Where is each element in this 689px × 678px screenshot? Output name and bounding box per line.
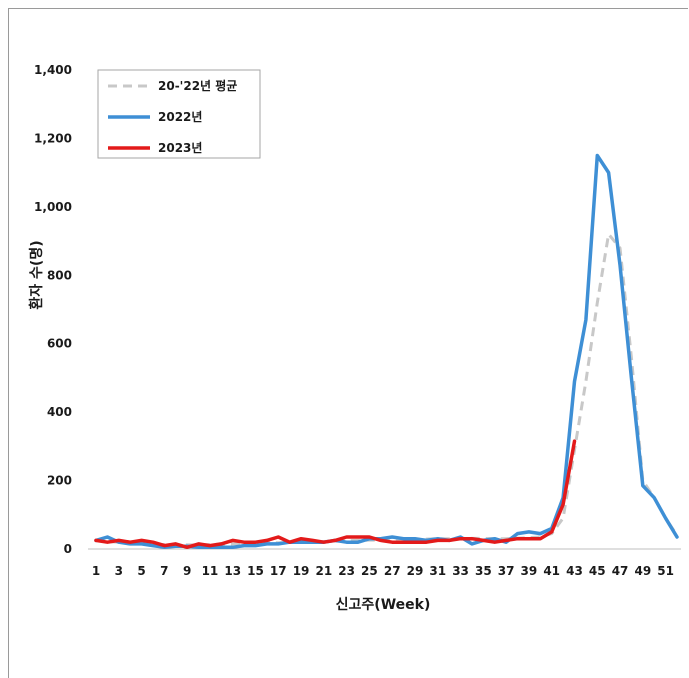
legend-label-2: 2022년	[158, 110, 202, 124]
x-tick-label: 3	[115, 564, 123, 578]
y-tick-label: 0	[64, 542, 72, 556]
x-axis-title: 신고주(Week)	[336, 597, 431, 613]
x-tick-label: 31	[429, 564, 446, 578]
x-tick-label: 11	[202, 564, 219, 578]
x-tick-label: 37	[498, 564, 515, 578]
x-tick-label: 7	[160, 564, 168, 578]
x-tick-label: 21	[315, 564, 332, 578]
y-tick-label: 200	[47, 474, 72, 488]
x-tick-label: 13	[224, 564, 241, 578]
x-tick-label: 1	[92, 564, 100, 578]
series-line-3	[94, 439, 577, 550]
y-axis-ticks: 0 200 400 600 800 1,000 1,200 1,400	[34, 63, 72, 556]
x-tick-label: 25	[361, 564, 378, 578]
legend-label-3: 2023년	[158, 141, 202, 155]
y-tick-label: 400	[47, 405, 72, 419]
x-tick-label: 45	[589, 564, 606, 578]
y-tick-label: 800	[47, 268, 72, 282]
x-tick-label: 23	[338, 564, 355, 578]
x-axis-ticks: 1 3 5 7 9 11 13 15 17 19 21 23 25 27 29 31 33 35 37 39 41 43 4…	[92, 564, 674, 578]
x-tick-label: 15	[247, 564, 264, 578]
x-tick-label: 17	[270, 564, 287, 578]
legend-label-1: 20-'22년 평균	[158, 79, 237, 93]
chart-frame	[8, 8, 688, 678]
y-tick-label: 1,400	[34, 63, 72, 77]
series-line-2	[94, 153, 679, 550]
x-tick-label: 35	[475, 564, 492, 578]
legend: 20-'22년 평균 2022년 2023년	[97, 69, 261, 159]
x-tick-label: 19	[293, 564, 310, 578]
y-tick-label: 1,200	[34, 131, 72, 145]
x-tick-label: 47	[612, 564, 629, 578]
x-tick-label: 49	[634, 564, 651, 578]
x-tick-label: 41	[543, 564, 560, 578]
y-tick-label: 1,000	[34, 200, 72, 214]
x-tick-label: 51	[657, 564, 674, 578]
x-tick-label: 39	[521, 564, 538, 578]
x-tick-label: 33	[452, 564, 469, 578]
x-tick-label: 29	[407, 564, 424, 578]
x-tick-label: 9	[183, 564, 191, 578]
x-tick-label: 27	[384, 564, 401, 578]
y-tick-label: 600	[47, 337, 72, 351]
x-tick-label: 43	[566, 564, 583, 578]
y-axis-title: 환자 수(명)	[28, 240, 45, 309]
x-tick-label: 5	[137, 564, 145, 578]
series-lines	[94, 153, 679, 550]
